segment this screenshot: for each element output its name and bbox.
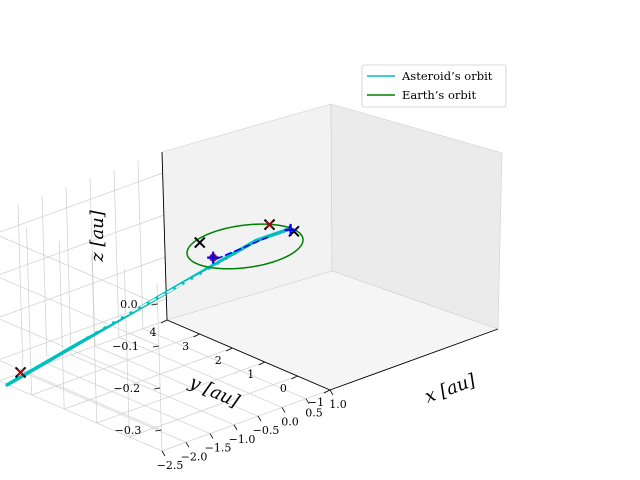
legend: Asteroid’s orbit Earth’s orbit bbox=[361, 64, 507, 108]
z-axis-label: z [au] bbox=[87, 209, 108, 263]
x-tick bbox=[329, 389, 334, 396]
grid-line bbox=[0, 318, 161, 389]
grid-lines bbox=[0, 151, 331, 452]
z-tick-label: −0.3 bbox=[115, 424, 142, 437]
z-tick bbox=[155, 429, 162, 432]
y-tick bbox=[226, 347, 233, 352]
y-tick bbox=[323, 389, 331, 394]
marker-x bbox=[16, 368, 25, 377]
grid-line bbox=[0, 235, 158, 305]
y-tick-label: 0 bbox=[280, 382, 287, 395]
marker-x bbox=[194, 236, 206, 249]
grid-line bbox=[124, 268, 130, 438]
x-tick-label: −2.5 bbox=[157, 459, 184, 472]
grid-line bbox=[0, 360, 162, 431]
x-tick bbox=[161, 450, 166, 457]
z-tick bbox=[154, 387, 161, 390]
grid-line bbox=[142, 328, 307, 400]
legend-label-asteroid: Asteroid’s orbit bbox=[401, 69, 493, 83]
y-tick-label: 4 bbox=[150, 326, 157, 339]
series-line-2 bbox=[17, 250, 245, 375]
x-tick bbox=[281, 407, 286, 413]
x-tick bbox=[305, 398, 310, 404]
grid-line bbox=[156, 282, 163, 452]
x-tick bbox=[233, 424, 238, 431]
grid-line bbox=[137, 160, 144, 329]
y-tick bbox=[193, 333, 200, 338]
grid-line bbox=[0, 214, 164, 275]
plot-area bbox=[5, 218, 304, 387]
grid-line bbox=[94, 345, 259, 417]
marker-plus bbox=[207, 251, 220, 264]
grid-line bbox=[0, 256, 166, 318]
x-tick bbox=[209, 433, 214, 439]
x-tick bbox=[257, 415, 262, 422]
legend-box bbox=[361, 64, 507, 108]
x-tick bbox=[185, 442, 190, 448]
grid-line bbox=[41, 195, 48, 364]
grid-line bbox=[17, 204, 24, 373]
marker-x bbox=[265, 220, 274, 229]
grid-line bbox=[0, 172, 163, 233]
grid-line bbox=[161, 389, 331, 452]
grid-line bbox=[118, 337, 283, 408]
z-tick-label: −0.1 bbox=[112, 340, 139, 353]
grid-line bbox=[0, 381, 163, 452]
legend-label-earth: Earth’s orbit bbox=[402, 88, 476, 102]
grid-line bbox=[65, 186, 72, 355]
x-axis-label: x [au] bbox=[422, 370, 479, 408]
x-tick-label: −1.0 bbox=[229, 433, 256, 446]
x-tick-label: 0.0 bbox=[281, 415, 299, 428]
grid-line bbox=[70, 354, 235, 426]
y-tick-label: 1 bbox=[247, 368, 254, 381]
x-tick-label: 1.0 bbox=[329, 398, 347, 411]
z-tick-label: −0.2 bbox=[113, 382, 140, 395]
y-tick bbox=[160, 319, 168, 324]
y-tick-label: −1 bbox=[308, 396, 324, 409]
z-tick-label: 0.0 bbox=[120, 298, 138, 311]
y-tick-label: 3 bbox=[182, 340, 189, 353]
x-tick-label: −1.5 bbox=[205, 442, 232, 455]
y-axis-line bbox=[166, 319, 331, 391]
series-earth-orbit bbox=[186, 223, 304, 270]
x-tick-label: −0.5 bbox=[253, 424, 280, 437]
axis-ticks: −2.5−2.0−1.5−1.0−0.50.00.51.0−101234−0.3… bbox=[112, 298, 347, 472]
grid-line bbox=[31, 333, 200, 396]
series-line-1 bbox=[215, 236, 269, 260]
y-tick bbox=[258, 361, 265, 366]
x-tick-label: −2.0 bbox=[181, 450, 208, 463]
x-tick-label: 0.5 bbox=[305, 407, 323, 420]
series-line-0 bbox=[5, 227, 291, 387]
grid-line bbox=[64, 347, 233, 410]
grid-line bbox=[0, 319, 168, 382]
y-tick bbox=[291, 375, 298, 380]
grid-line bbox=[58, 240, 65, 410]
y-tick-label: 2 bbox=[215, 354, 222, 367]
z-tick bbox=[151, 303, 158, 306]
grid-line bbox=[129, 375, 298, 438]
x-axis-line bbox=[329, 328, 499, 391]
grid-line bbox=[0, 277, 160, 347]
z-tick bbox=[152, 345, 159, 348]
grid-line bbox=[96, 361, 265, 424]
marker-plus bbox=[284, 223, 297, 236]
grid-line bbox=[113, 169, 120, 338]
